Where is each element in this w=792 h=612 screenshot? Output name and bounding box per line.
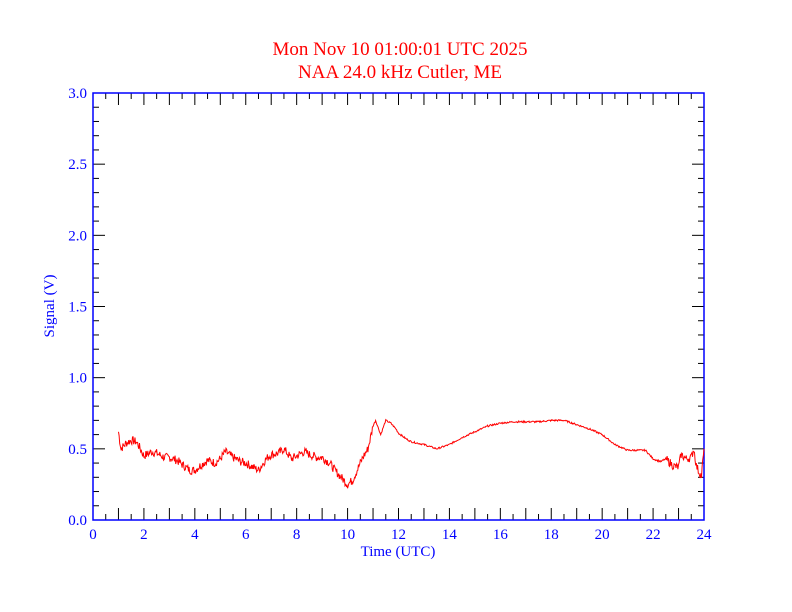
y-tick-label: 0.5 xyxy=(68,442,87,458)
x-tick-label: 8 xyxy=(293,527,301,543)
axis-ticks xyxy=(92,92,705,521)
x-tick-labels: 0 2 4 6 8 10 12 14 16 18 20 22 24 xyxy=(89,527,712,543)
x-axis-label: Time (UTC) xyxy=(361,544,436,560)
plot-frame xyxy=(92,92,705,521)
y-tick-label: 2.0 xyxy=(68,228,87,244)
x-tick-label: 10 xyxy=(340,527,355,543)
x-tick-label: 4 xyxy=(191,527,199,543)
y-axis-label: Signal (V) xyxy=(42,275,58,338)
chart-title: Mon Nov 10 01:00:01 UTC 2025 xyxy=(273,39,528,60)
x-tick-label: 2 xyxy=(140,527,148,543)
x-tick-label: 12 xyxy=(391,527,406,543)
y-tick-labels: 0.0 0.5 1.0 1.5 2.0 2.5 3.0 xyxy=(68,86,87,529)
series-line-naa xyxy=(118,418,705,489)
y-tick-label: 0.0 xyxy=(68,513,87,529)
x-tick-label: 22 xyxy=(646,527,661,543)
y-tick-label: 1.5 xyxy=(68,300,87,316)
y-tick-label: 3.0 xyxy=(68,86,87,102)
y-tick-label: 1.0 xyxy=(68,371,87,387)
x-tick-label: 24 xyxy=(697,527,713,543)
x-tick-label: 20 xyxy=(595,527,610,543)
y-tick-label: 2.5 xyxy=(68,157,87,173)
x-tick-label: 14 xyxy=(442,527,458,543)
x-tick-label: 16 xyxy=(493,527,509,543)
x-tick-label: 6 xyxy=(242,527,250,543)
x-tick-label: 0 xyxy=(89,527,97,543)
x-tick-label: 18 xyxy=(544,527,559,543)
chart-subtitle: NAA 24.0 kHz Cutler, ME xyxy=(298,62,502,83)
